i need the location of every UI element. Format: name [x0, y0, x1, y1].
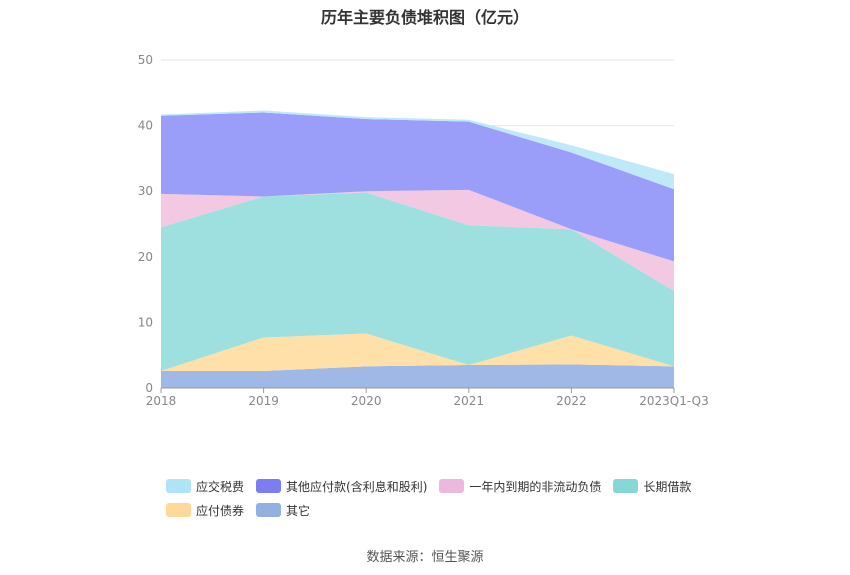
- legend-label: 其它: [286, 503, 311, 518]
- y-tick-label: 0: [145, 381, 153, 395]
- area-series-4: [161, 112, 674, 262]
- legend-row: 应付债券 其它: [166, 498, 726, 522]
- legend-swatch: [256, 479, 282, 493]
- legend-item[interactable]: 其他应付款(含利息和股利): [256, 478, 427, 495]
- data-source-note: 数据来源：恒生聚源: [366, 550, 484, 565]
- x-tick-label: 2021: [454, 394, 485, 408]
- legend-swatch: [166, 479, 191, 493]
- legend-swatch: [613, 479, 639, 493]
- chart-title: 历年主要负债堆积图（亿元）: [320, 8, 529, 27]
- legend-item[interactable]: 应付债券: [166, 502, 244, 519]
- area-series-3: [161, 189, 674, 291]
- y-tick-label: 10: [138, 315, 153, 329]
- x-tick-label: 2022: [556, 394, 587, 408]
- legend-label: 一年内到期的非流动负债: [469, 479, 602, 494]
- y-tick-label: 40: [138, 119, 153, 133]
- x-tick-label: 2018: [146, 394, 177, 408]
- chart-legend: 应交税费 其他应付款(含利息和股利) 一年内到期的非流动负债 长期借款应付债券 其它: [166, 474, 726, 522]
- x-tick-label: 2023Q1-Q3: [639, 394, 708, 408]
- y-tick-label: 30: [138, 184, 153, 198]
- legend-item[interactable]: 长期借款: [613, 478, 691, 495]
- legend-swatch: [166, 503, 191, 517]
- legend-label: 长期借款: [643, 479, 692, 494]
- legend-swatch: [439, 479, 465, 493]
- legend-label: 应交税费: [196, 479, 245, 494]
- legend-row: 应交税费 其他应付款(含利息和股利) 一年内到期的非流动负债 长期借款: [166, 474, 726, 498]
- legend-item[interactable]: 应交税费: [166, 478, 244, 495]
- y-tick-label: 50: [138, 53, 153, 67]
- x-tick-label: 2020: [351, 394, 382, 408]
- legend-label: 其他应付款(含利息和股利): [286, 479, 428, 494]
- area-series-2: [161, 192, 674, 371]
- y-tick-label: 20: [138, 250, 153, 264]
- legend-label: 应付债券: [196, 503, 245, 518]
- stacked-area-chart: 0 10 20 30 40 50 2018 2019 2020 2021 2022 2023Q1-Q3: [138, 53, 709, 408]
- area-series-1: [161, 333, 674, 371]
- legend-item[interactable]: 一年内到期的非流动负债: [439, 478, 601, 495]
- area-series-5: [161, 110, 674, 190]
- legend-item[interactable]: 其它: [256, 502, 310, 519]
- area-series-0: [161, 364, 674, 388]
- legend-swatch: [256, 503, 282, 517]
- x-tick-label: 2019: [248, 394, 279, 408]
